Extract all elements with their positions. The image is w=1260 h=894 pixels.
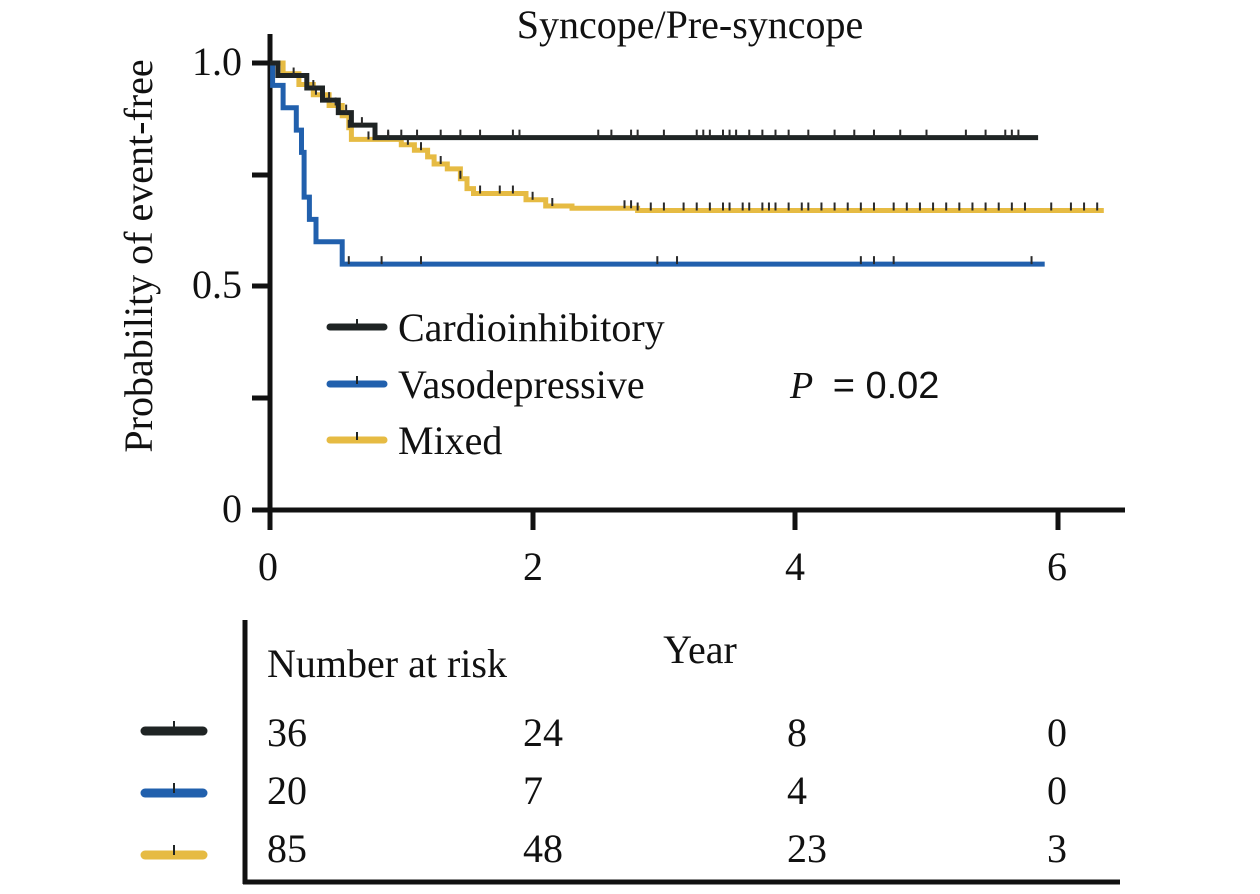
risk-count: 85	[267, 826, 307, 871]
risk-row-cardioinhibitory: 36 24 8 0	[267, 710, 1067, 755]
risk-count: 48	[523, 826, 563, 871]
x-tick-label: 2	[523, 544, 543, 589]
y-tick-label: 0.5	[192, 262, 242, 307]
risk-count: 0	[1047, 768, 1067, 813]
chart-title: Syncope/Pre-syncope	[517, 2, 864, 47]
x-tick-label: 0	[258, 544, 278, 589]
p-value-annotation: P = 0.02	[789, 365, 939, 407]
risk-count: 4	[787, 768, 807, 813]
x-tick-label: 4	[785, 544, 805, 589]
y-axis-label: Probability of event-free	[116, 59, 161, 452]
y-tick-label: 0	[222, 486, 242, 531]
curve-cardioinhibitory	[270, 60, 1039, 141]
risk-count: 8	[787, 710, 807, 755]
curve-vasodepressive	[270, 60, 1045, 267]
risk-row-vasodepressive: 20 7 4 0	[267, 768, 1067, 813]
x-tick-label: 6	[1047, 544, 1067, 589]
risk-count: 36	[267, 710, 307, 755]
risk-row-mixed: 85 48 23 3	[267, 826, 1067, 871]
y-tick-label: 1.0	[192, 39, 242, 84]
risk-count: 7	[523, 768, 543, 813]
legend-label-vasodepressive: Vasodepressive	[398, 362, 645, 407]
p-symbol: P	[789, 365, 813, 407]
risk-count: 3	[1047, 826, 1067, 871]
risk-count: 23	[787, 826, 827, 871]
legend: Cardioinhibitory Vasodepressive Mixed	[326, 305, 665, 463]
legend-label-mixed: Mixed	[398, 418, 502, 463]
survival-curves	[270, 60, 1104, 267]
p-value: = 0.02	[833, 365, 940, 407]
risk-count: 0	[1047, 710, 1067, 755]
risk-count: 24	[523, 710, 563, 755]
x-axis-label: Year	[663, 627, 737, 672]
legend-label-cardioinhibitory: Cardioinhibitory	[398, 305, 665, 350]
risk-count: 20	[267, 768, 307, 813]
risk-table-heading: Number at risk	[267, 641, 507, 686]
